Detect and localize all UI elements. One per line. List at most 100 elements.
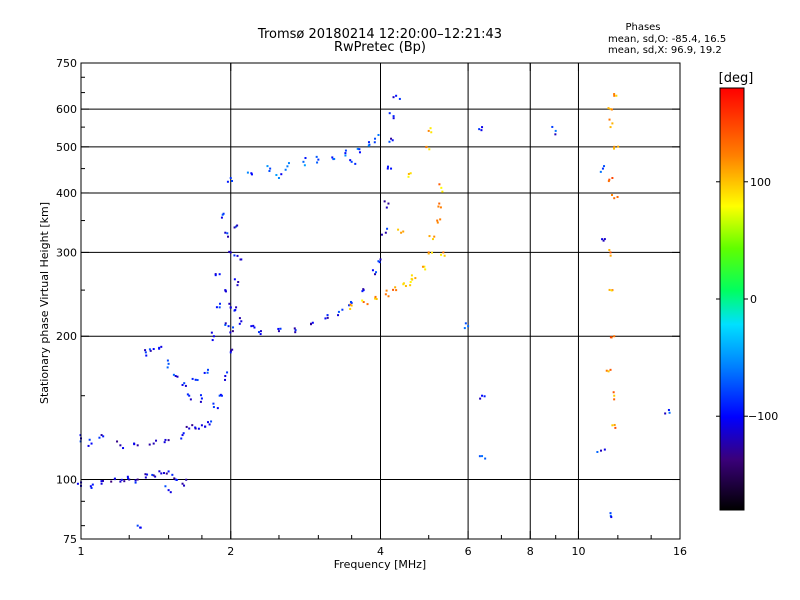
y-tick-label: 400 (56, 187, 77, 200)
scatter-point (611, 424, 614, 427)
scatter-point (383, 200, 386, 203)
scatter-point (134, 481, 137, 484)
scatter-point (294, 329, 297, 332)
scatter-point (603, 238, 606, 241)
scatter-point (119, 444, 122, 447)
scatter-point (358, 148, 361, 151)
scatter-point (481, 455, 484, 458)
scatter-point (123, 480, 126, 483)
scatter-point (253, 326, 256, 329)
scatter-point (250, 173, 253, 176)
scatter-point (613, 394, 616, 397)
scatter-point (185, 478, 188, 481)
scatter-point (204, 425, 207, 428)
scatter-point (613, 423, 616, 426)
y-tick-label: 200 (56, 330, 77, 343)
scatter-point (145, 354, 148, 357)
scatter-point (395, 289, 398, 292)
scatter-point (358, 151, 361, 154)
scatter-point (160, 345, 163, 348)
scatter-point (224, 322, 227, 325)
scatter-point (607, 370, 610, 373)
scatter-point (148, 348, 151, 351)
scatter-point (158, 470, 161, 473)
scatter-point (441, 190, 444, 193)
x-axis-label: Frequency [MHz] (334, 558, 426, 571)
scatter-point (481, 394, 484, 397)
scatter-point (277, 327, 280, 330)
y-tick-label: 600 (56, 103, 77, 116)
scatter-point (102, 435, 105, 438)
scatter-point (609, 368, 612, 371)
scatter-point (176, 375, 179, 378)
y-tick-label: 100 (56, 474, 77, 487)
scatter-point (484, 457, 487, 460)
scatter-point (377, 260, 380, 263)
scatter-point (133, 443, 136, 446)
grid-lines (81, 63, 680, 539)
scatter-point (87, 444, 90, 447)
scatter-point (221, 213, 224, 216)
scatter-point (410, 277, 413, 280)
scatter-point (442, 251, 445, 254)
scatter-point (379, 258, 382, 261)
scatter-point (356, 147, 359, 150)
scatter-point (218, 302, 221, 305)
scatter-point (216, 407, 219, 410)
scatter-point (231, 330, 234, 333)
scatter-point (602, 239, 605, 242)
scatter-point (601, 167, 604, 170)
scatter-point (428, 148, 431, 151)
scatter-point (439, 218, 442, 221)
scatter-point (279, 327, 282, 330)
scatter-point (210, 331, 213, 334)
y-tick-label: 75 (63, 533, 77, 546)
scatter-point (269, 167, 272, 170)
scatter-point (229, 251, 232, 254)
scatter-point (218, 394, 221, 397)
scatter-point (608, 248, 611, 251)
scatter-point (478, 128, 481, 131)
scatter-point (554, 133, 557, 136)
scatter-point (394, 286, 397, 289)
scatter-point (116, 440, 119, 443)
scatter-point (436, 221, 439, 224)
scatter-point (407, 172, 410, 175)
scatter-point (378, 261, 381, 264)
scatter-point (222, 212, 225, 215)
scatter-point (437, 205, 440, 208)
scatter-point (169, 491, 172, 494)
scatter-point (257, 331, 260, 334)
scatter-point (173, 477, 176, 480)
scatter-point (188, 427, 191, 430)
scatter-point (407, 175, 410, 178)
scatter-point (440, 186, 443, 189)
y-tick-label: 500 (56, 141, 77, 154)
scatter-point (349, 303, 352, 306)
scatter-point (275, 173, 278, 176)
scatter-point (98, 436, 101, 439)
scatter-point (90, 442, 93, 445)
scatter-point (171, 473, 174, 476)
scatter-point (155, 439, 158, 442)
scatter-point (554, 129, 557, 132)
scatter-point (302, 160, 305, 163)
scatter-point (227, 325, 230, 328)
scatter-point (436, 219, 439, 222)
scatter-point (220, 394, 223, 397)
scatter-point (233, 278, 236, 281)
scatter-point (119, 480, 122, 483)
scatter-point (481, 126, 484, 129)
scatter-point (371, 269, 374, 272)
scatter-point (229, 349, 232, 352)
scatter-point (348, 304, 351, 307)
scatter-point (259, 330, 262, 333)
scatter-point (375, 298, 378, 301)
scatter-point (238, 317, 241, 320)
scatter-point (613, 94, 616, 97)
scatter-point (317, 158, 320, 161)
scatter-point (210, 420, 213, 423)
scatter-point (250, 172, 253, 175)
scatter-point (409, 172, 412, 175)
scatter-point (443, 254, 446, 257)
